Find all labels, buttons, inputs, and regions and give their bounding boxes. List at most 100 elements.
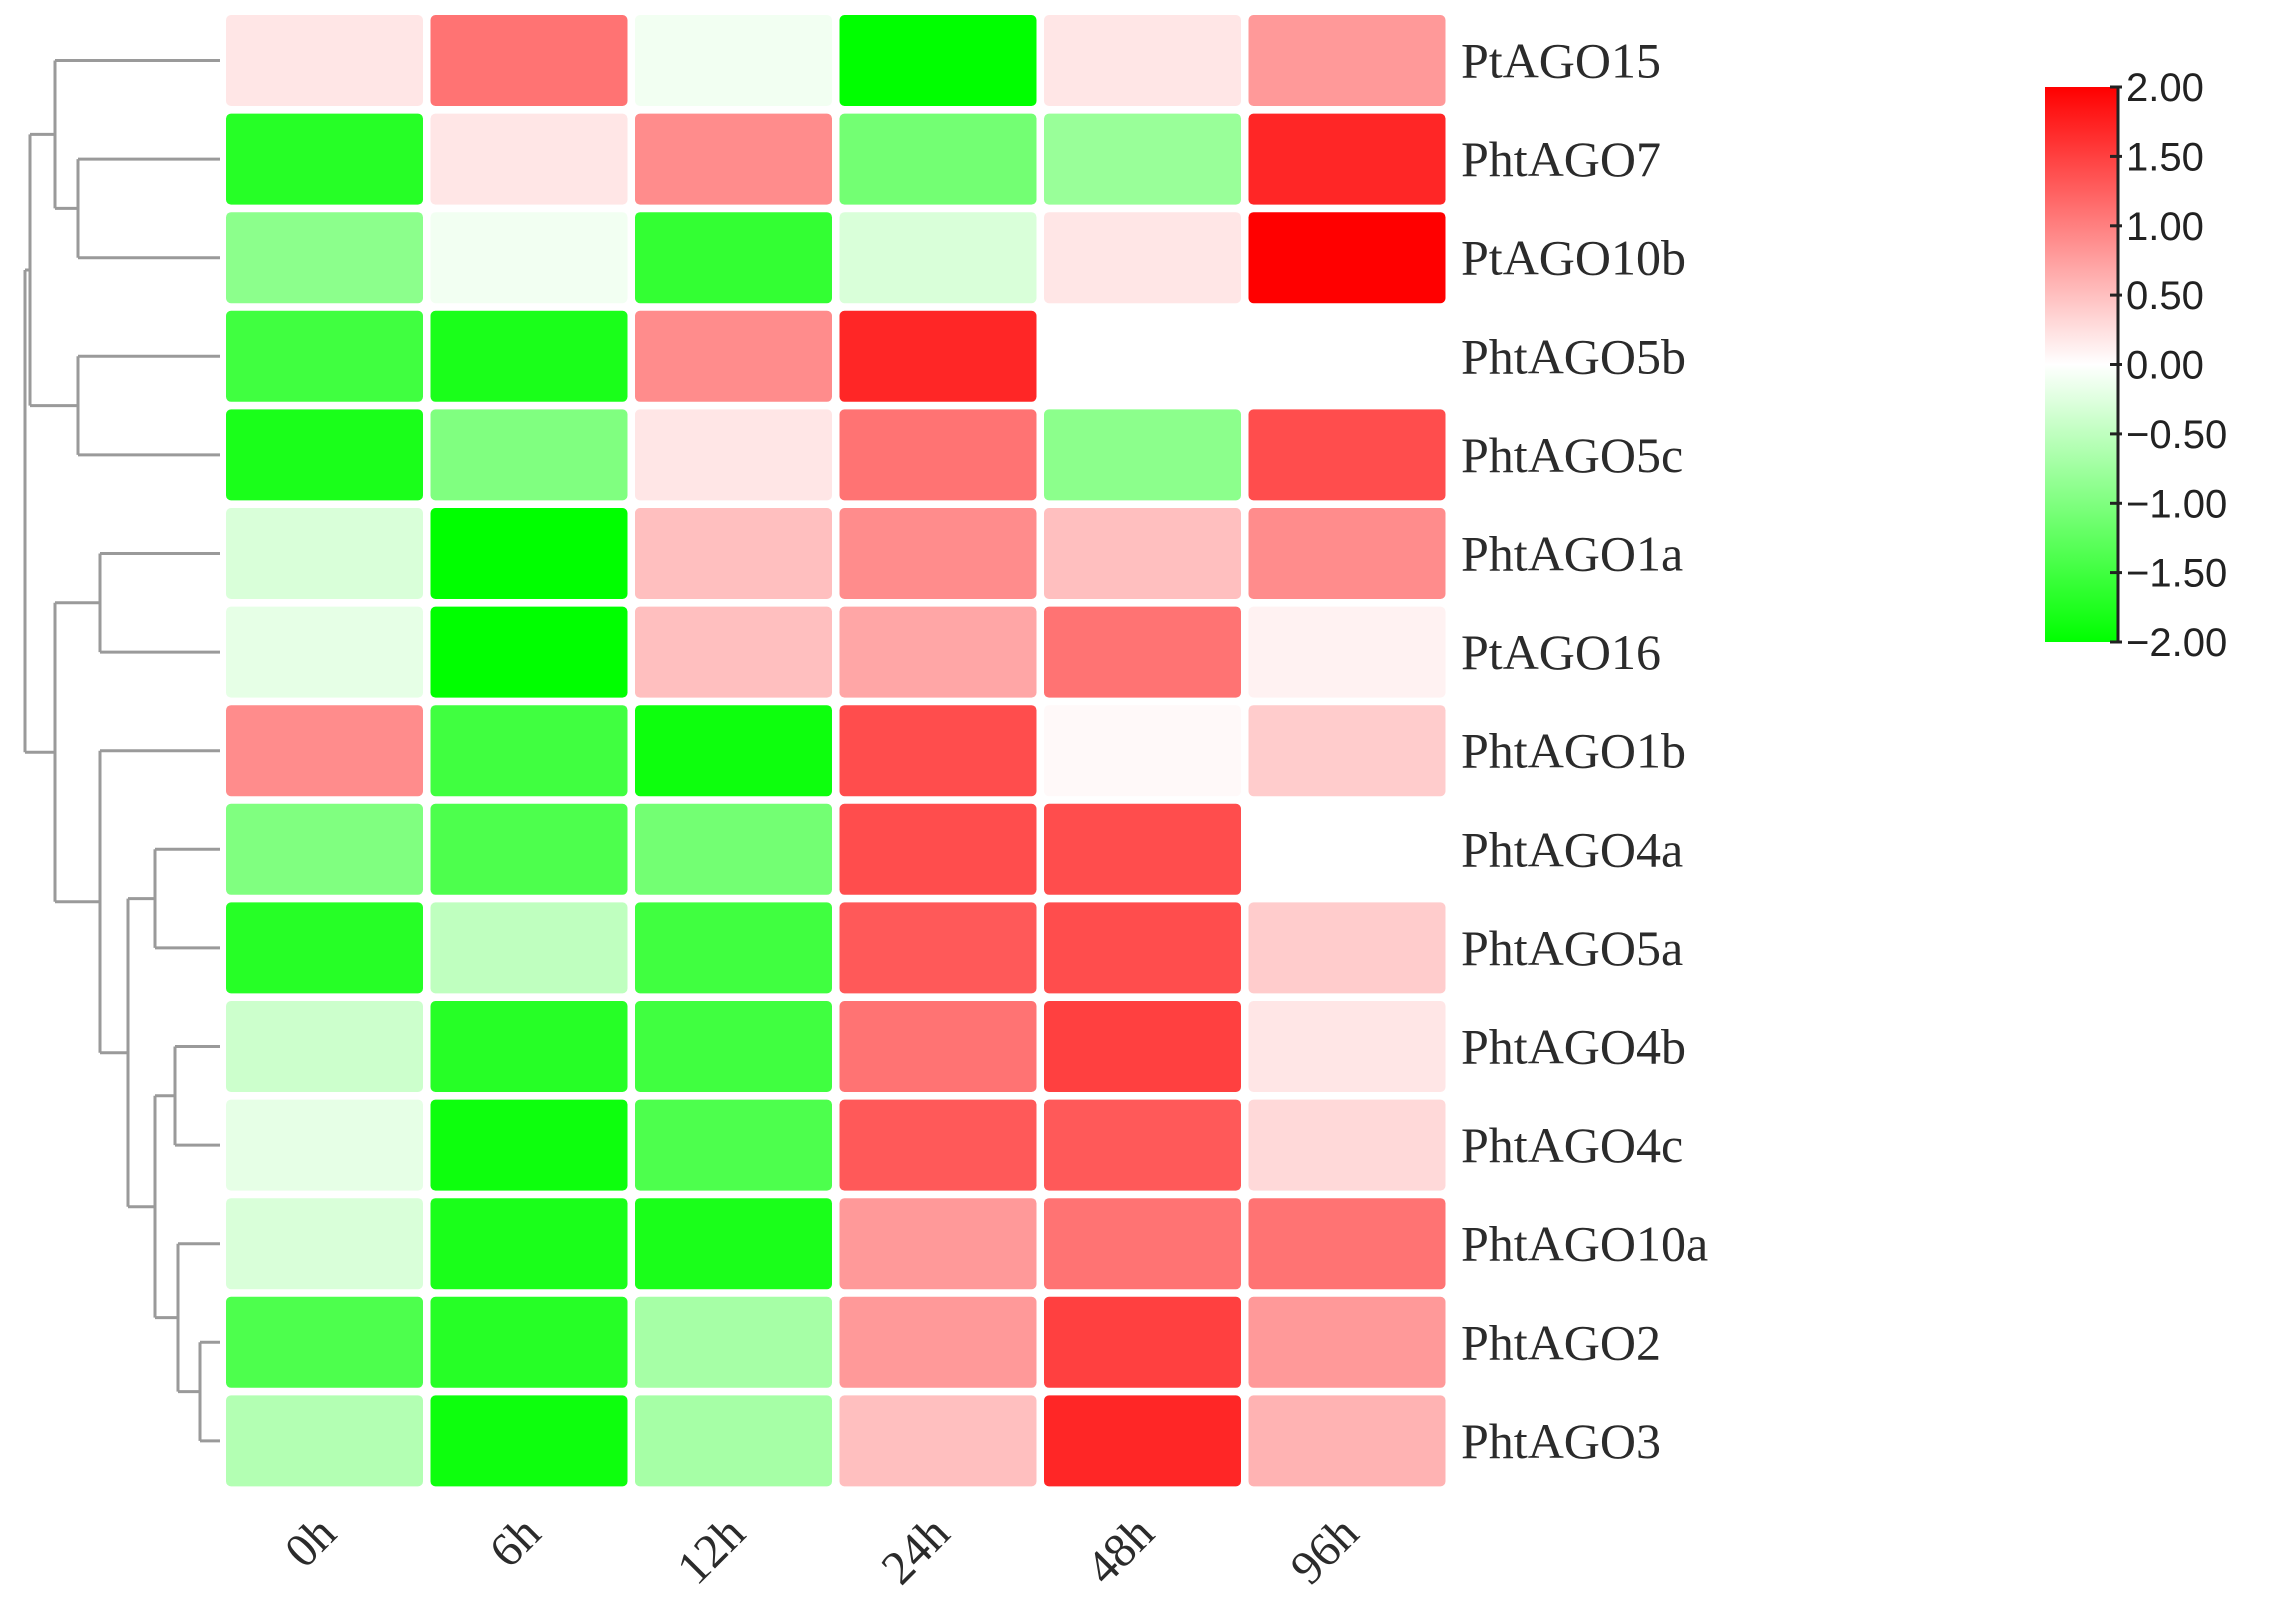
heatmap-cell	[839, 705, 1037, 797]
row-dendrogram	[23, 59, 220, 1443]
heatmap-cell	[839, 1395, 1037, 1487]
heatmap-cell	[635, 902, 832, 994]
heatmap-cell	[430, 508, 628, 599]
row-label: PhtAGO1a	[1461, 526, 1683, 582]
color-scale-tick-label: −2.00	[2126, 621, 2227, 665]
heatmap-cell	[1248, 705, 1446, 797]
heatmap-cell	[839, 15, 1037, 106]
heatmap-cell	[226, 1198, 423, 1290]
heatmap-cell	[226, 705, 423, 797]
heatmap-cell	[226, 1001, 423, 1092]
row-labels: PtAGO15 PhtAGO7 PtAGO10b PhtAGO5b PhtAGO5c Ph…	[1461, 33, 1708, 1469]
heatmap-cell	[1044, 1395, 1241, 1487]
row-label: PhtAGO10a	[1461, 1216, 1708, 1272]
heatmap-cell	[635, 1001, 832, 1092]
heatmap-cell	[226, 212, 423, 304]
heatmap-cell	[1248, 310, 1446, 402]
row-label: PhtAGO4b	[1461, 1019, 1686, 1075]
heatmap-cell	[635, 310, 832, 402]
color-scale-tick-label: −1.50	[2126, 552, 2227, 596]
heatmap-cell	[839, 1001, 1037, 1092]
heatmap-cell	[839, 310, 1037, 402]
heatmap-cell	[1044, 15, 1241, 106]
heatmap-cell	[430, 1296, 628, 1388]
heatmap-cell	[1248, 409, 1446, 501]
heatmap-cell	[1248, 1395, 1446, 1487]
heatmap-cell	[430, 1001, 628, 1092]
heatmap-cell	[226, 409, 423, 501]
heatmap-cell	[839, 113, 1037, 205]
color-scale-tick-label: 2.00	[2126, 66, 2204, 110]
heatmap-cell	[226, 902, 423, 994]
heatmap-cell	[635, 15, 832, 106]
heatmap-cell	[839, 902, 1037, 994]
color-scale-tick-label: 0.00	[2126, 344, 2204, 388]
column-label: 6h	[479, 1506, 550, 1577]
heatmap-cell	[635, 1296, 832, 1388]
heatmap-cell	[1044, 310, 1241, 402]
heatmap-cell	[430, 310, 628, 402]
heatmap-cell	[226, 310, 423, 402]
row-label: PtAGO15	[1461, 33, 1661, 89]
color-scale-tick-label: 1.00	[2126, 205, 2204, 249]
heatmap-cell	[1248, 113, 1446, 205]
heatmap-cell	[839, 508, 1037, 599]
heatmap-cell	[430, 902, 628, 994]
heatmap-cell	[635, 803, 832, 895]
heatmap-cell	[226, 606, 423, 698]
heatmap-cell	[1044, 113, 1241, 205]
color-scale-tick-label: 1.50	[2126, 135, 2204, 179]
row-label: PhtAGO5a	[1461, 920, 1683, 976]
heatmap-cell	[635, 508, 832, 599]
column-label: 12h	[667, 1506, 755, 1594]
column-label: 24h	[871, 1506, 959, 1594]
heatmap-cell	[839, 1198, 1037, 1290]
color-scale-tick-label: 0.50	[2126, 274, 2204, 318]
heatmap-cell	[839, 606, 1037, 698]
heatmap-cell	[1248, 1198, 1446, 1290]
color-scale-tick-label: −0.50	[2126, 413, 2227, 457]
heatmap-cell	[1248, 15, 1446, 106]
row-label: PhtAGO7	[1461, 131, 1661, 187]
heatmap-cell	[1044, 508, 1241, 599]
row-label: PhtAGO5c	[1461, 427, 1683, 483]
heatmap-cell	[430, 409, 628, 501]
heatmap-cell	[430, 803, 628, 895]
heatmap-cell	[635, 409, 832, 501]
row-label: PhtAGO3	[1461, 1413, 1661, 1469]
heatmap-cell	[1248, 1099, 1446, 1191]
heatmap-cell	[635, 1198, 832, 1290]
heatmap-cell	[839, 803, 1037, 895]
heatmap-cell	[226, 15, 423, 106]
row-label: PhtAGO4c	[1461, 1117, 1683, 1173]
row-label: PtAGO16	[1461, 624, 1661, 680]
heatmap-cell	[635, 705, 832, 797]
heatmap-cell	[635, 1099, 832, 1191]
row-label: PhtAGO1b	[1461, 723, 1686, 779]
column-label: 0h	[275, 1506, 346, 1577]
heatmap-cell	[1248, 1296, 1446, 1388]
heatmap-cell	[635, 1395, 832, 1487]
heatmap-cell	[1044, 1296, 1241, 1388]
heatmap-cell	[226, 803, 423, 895]
column-label: 48h	[1076, 1506, 1164, 1594]
row-label: PhtAGO4a	[1461, 821, 1683, 877]
column-labels: 0h 6h 12h 24h 48h 96h	[275, 1506, 1369, 1594]
heatmap-cell	[839, 1296, 1037, 1388]
heatmap-cell	[226, 1395, 423, 1487]
heatmap-cell	[1044, 1198, 1241, 1290]
heatmap-cell	[1044, 212, 1241, 304]
heatmap-cell	[1248, 508, 1446, 599]
heatmap-cell	[430, 606, 628, 698]
heatmap-cell	[1044, 705, 1241, 797]
heatmap-cells	[226, 15, 1446, 1487]
row-label: PhtAGO5b	[1461, 328, 1686, 384]
row-label: PtAGO10b	[1461, 230, 1686, 286]
heatmap-cell	[430, 113, 628, 205]
heatmap-cell	[1248, 1001, 1446, 1092]
heatmap-cell	[1044, 606, 1241, 698]
heatmap-cell	[1248, 212, 1446, 304]
heatmap-cell	[430, 15, 628, 106]
column-label: 96h	[1280, 1506, 1368, 1594]
